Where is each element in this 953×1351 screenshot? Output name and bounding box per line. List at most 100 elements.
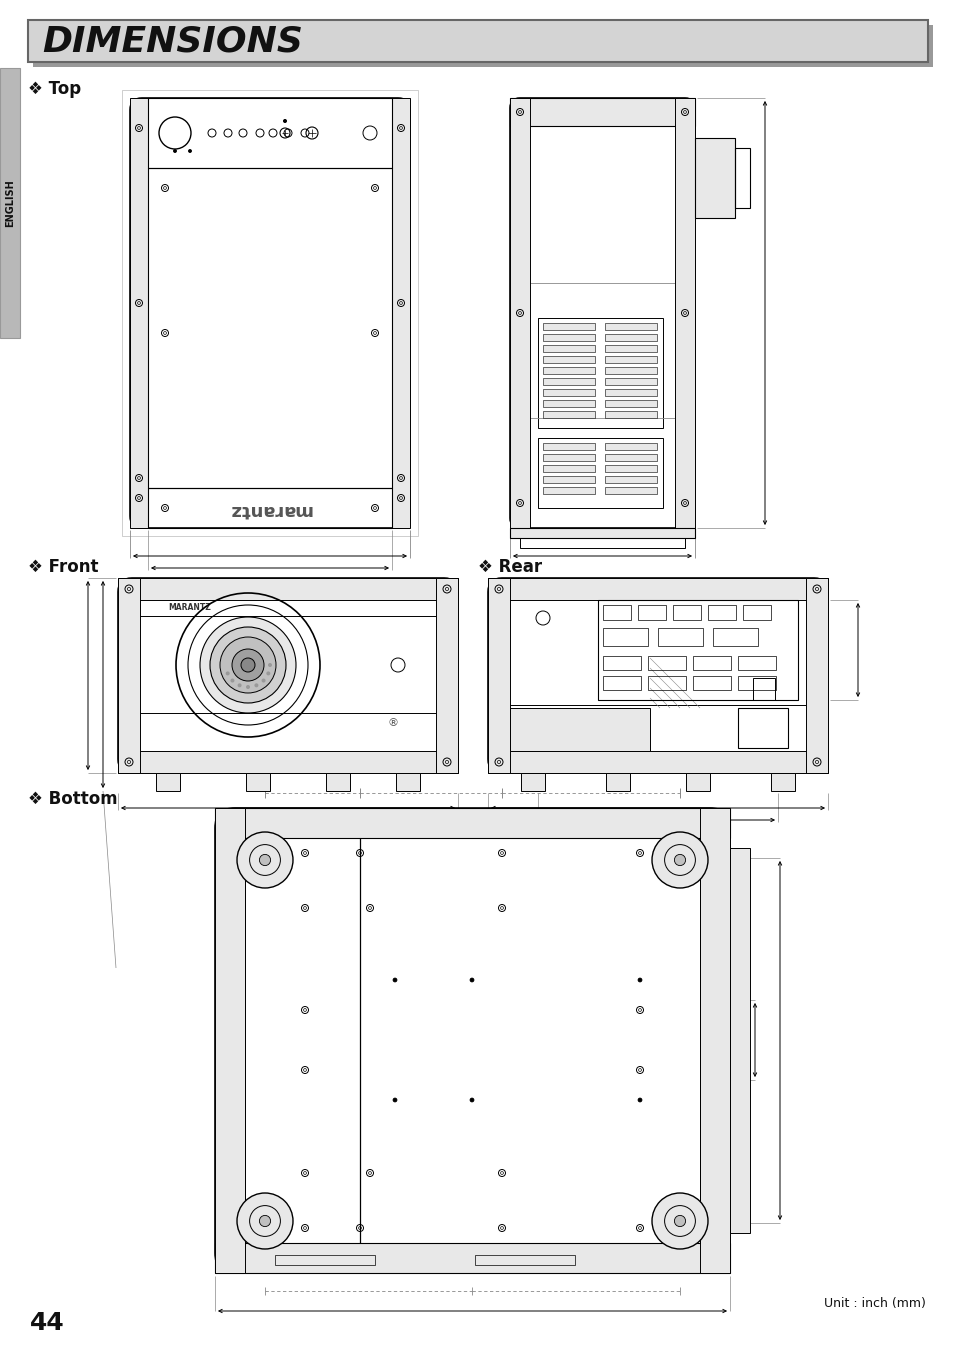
Bar xyxy=(647,657,685,670)
Circle shape xyxy=(231,678,234,682)
Bar xyxy=(604,378,657,385)
Bar xyxy=(542,411,595,417)
Bar xyxy=(752,678,774,700)
Bar xyxy=(520,773,544,790)
Bar xyxy=(805,578,827,773)
Circle shape xyxy=(200,617,295,713)
Text: ®: ® xyxy=(387,717,398,728)
Bar xyxy=(738,708,787,748)
Bar xyxy=(729,848,749,1233)
Bar xyxy=(537,438,662,508)
Bar xyxy=(0,68,20,338)
Circle shape xyxy=(259,854,271,866)
Bar xyxy=(542,400,595,407)
Bar xyxy=(214,808,245,1273)
Text: DIMENSIONS: DIMENSIONS xyxy=(42,26,302,59)
Text: Unit : inch (mm): Unit : inch (mm) xyxy=(823,1297,925,1310)
Bar xyxy=(488,751,827,773)
Text: ENGLISH: ENGLISH xyxy=(5,180,15,227)
Bar xyxy=(685,773,709,790)
Text: 44: 44 xyxy=(30,1310,65,1335)
Bar xyxy=(602,605,630,620)
Text: marantz: marantz xyxy=(228,501,312,519)
Circle shape xyxy=(254,684,258,688)
Circle shape xyxy=(220,638,275,693)
Bar xyxy=(118,751,457,773)
Bar xyxy=(395,773,419,790)
Text: ❖ Top: ❖ Top xyxy=(28,80,81,99)
Bar xyxy=(604,486,657,494)
Circle shape xyxy=(189,150,192,153)
Bar xyxy=(488,578,827,600)
Bar xyxy=(604,345,657,353)
Bar xyxy=(542,443,595,450)
Bar xyxy=(692,676,730,690)
Bar xyxy=(604,389,657,396)
Circle shape xyxy=(237,684,241,688)
Bar xyxy=(542,465,595,471)
Circle shape xyxy=(236,1193,293,1250)
Bar xyxy=(604,454,657,461)
Bar xyxy=(658,628,702,646)
Text: ❖ Front: ❖ Front xyxy=(28,558,98,576)
Circle shape xyxy=(674,1216,685,1227)
Bar xyxy=(700,808,729,1273)
Bar xyxy=(712,628,758,646)
Bar xyxy=(602,657,640,670)
Bar xyxy=(130,99,148,528)
Circle shape xyxy=(470,978,474,982)
Bar xyxy=(604,443,657,450)
Bar xyxy=(28,20,927,62)
Bar xyxy=(148,99,392,168)
Bar xyxy=(738,657,775,670)
Bar xyxy=(436,578,457,773)
Bar xyxy=(246,773,270,790)
Bar xyxy=(156,773,180,790)
Bar xyxy=(602,676,640,690)
Bar xyxy=(734,149,749,208)
Circle shape xyxy=(266,671,270,676)
Bar xyxy=(519,538,684,549)
Bar xyxy=(604,334,657,340)
Bar xyxy=(742,605,770,620)
Bar xyxy=(675,99,695,528)
Bar xyxy=(542,357,595,363)
Bar xyxy=(738,676,775,690)
Circle shape xyxy=(638,1098,641,1102)
Bar xyxy=(602,628,647,646)
Circle shape xyxy=(236,832,293,888)
Bar xyxy=(604,476,657,484)
Text: ❖ Bottom: ❖ Bottom xyxy=(28,790,117,808)
Circle shape xyxy=(638,978,641,982)
Bar xyxy=(604,411,657,417)
Bar xyxy=(326,773,350,790)
Bar xyxy=(488,578,510,773)
Circle shape xyxy=(393,1098,396,1102)
Bar xyxy=(542,367,595,374)
Bar xyxy=(537,317,662,428)
Bar xyxy=(148,168,392,488)
Circle shape xyxy=(241,658,254,671)
Bar xyxy=(33,26,932,68)
Bar xyxy=(672,605,700,620)
Circle shape xyxy=(232,648,264,681)
Circle shape xyxy=(268,663,272,667)
Bar xyxy=(274,1255,375,1265)
Bar xyxy=(542,334,595,340)
Bar xyxy=(510,708,649,751)
Bar xyxy=(542,345,595,353)
Bar xyxy=(542,476,595,484)
Bar xyxy=(214,1243,729,1273)
Bar xyxy=(604,367,657,374)
Text: MARANTZ: MARANTZ xyxy=(168,604,211,612)
Circle shape xyxy=(210,627,286,703)
Bar xyxy=(510,99,695,126)
Bar xyxy=(118,578,140,773)
Bar xyxy=(604,357,657,363)
Circle shape xyxy=(283,119,286,123)
Circle shape xyxy=(393,978,396,982)
Circle shape xyxy=(261,678,265,682)
Bar xyxy=(695,138,734,218)
Bar xyxy=(118,578,457,600)
Bar xyxy=(707,605,735,620)
